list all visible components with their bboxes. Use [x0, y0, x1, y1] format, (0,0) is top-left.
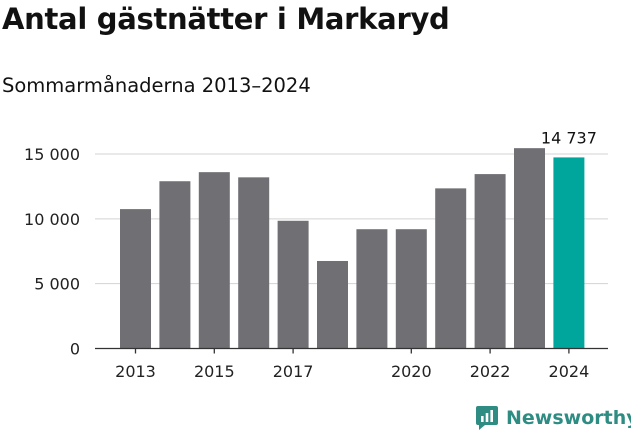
bar-2014 — [159, 181, 191, 349]
x-tick-label: 2013 — [115, 362, 156, 381]
data-label: 14 737 — [541, 128, 597, 147]
x-tick-label: 2015 — [194, 362, 235, 381]
bar-2013 — [120, 209, 151, 349]
x-tick-label: 2017 — [273, 362, 314, 381]
chart-subtitle: Sommarmånaderna 2013–2024 — [2, 74, 311, 97]
bar-chart: 0 5 000 10 000 15 000 2013 2015 2017 2020 2022 20… — [24, 128, 608, 381]
y-tick-label: 15 000 — [24, 145, 80, 164]
bar-2024 — [553, 157, 585, 349]
x-tick-label: 2020 — [391, 362, 432, 381]
bar-2018 — [317, 260, 348, 349]
bar-2021 — [435, 188, 467, 349]
bar-2016 — [238, 177, 270, 349]
bar-2023 — [514, 148, 545, 349]
x-tick-label: 2022 — [470, 362, 511, 381]
newsworthy-logo-icon — [476, 406, 498, 430]
brand-name: Newsworthy — [506, 407, 631, 429]
bar-2022 — [474, 174, 506, 349]
y-tick-label: 5 000 — [34, 275, 80, 294]
x-tick-label: 2024 — [549, 362, 590, 381]
bar-2015 — [198, 172, 230, 349]
chart-title: Antal gästnätter i Markaryd — [2, 2, 450, 36]
bar-2020 — [395, 229, 427, 349]
y-tick-label: 10 000 — [24, 210, 80, 229]
newsworthy-brand[interactable]: Newsworthy — [475, 405, 631, 431]
bar-2019 — [356, 229, 388, 349]
y-tick-label: 0 — [70, 340, 80, 359]
bar-2017 — [277, 220, 309, 349]
